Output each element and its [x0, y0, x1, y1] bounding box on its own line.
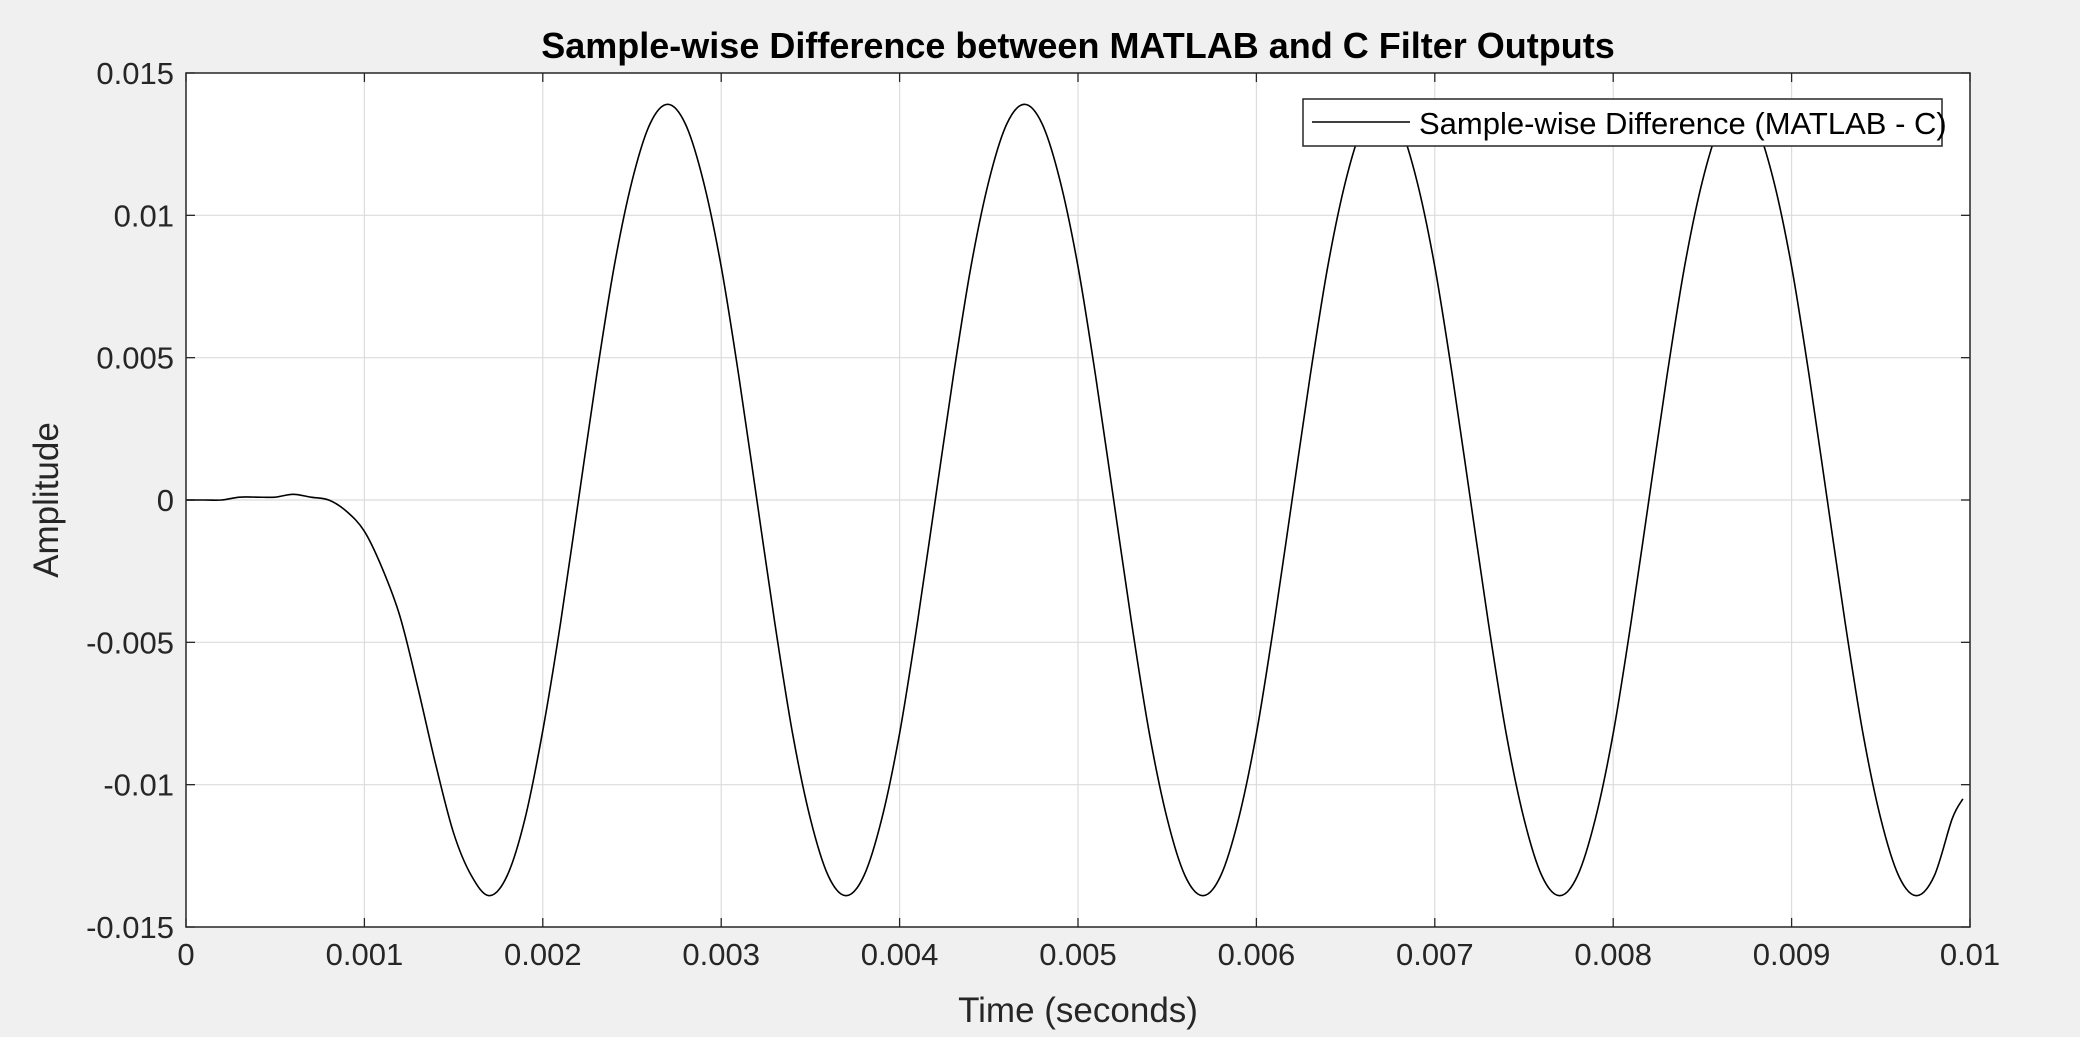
x-tick-label: 0.004 — [861, 937, 939, 972]
x-tick-label: 0.007 — [1396, 937, 1474, 972]
chart-title: Sample-wise Difference between MATLAB an… — [541, 25, 1614, 66]
x-tick-label: 0.001 — [326, 937, 404, 972]
series-line-0 — [185, 103, 1964, 897]
legend[interactable]: Sample-wise Difference (MATLAB - C) — [1302, 98, 1947, 147]
tick-label-layer: 0 0.001 0.002 0.003 0.004 0.005 0.006 0.007 0.00… — [86, 56, 2000, 972]
y-axis-label: Amplitude — [27, 422, 66, 578]
x-tick-label: 0.003 — [682, 937, 760, 972]
x-tick-label: 0.002 — [504, 937, 582, 972]
y-tick-label: 0 — [157, 483, 174, 518]
y-tick-label: -0.005 — [86, 625, 174, 660]
x-tick-label: 0.006 — [1218, 937, 1296, 972]
x-tick-label: 0.009 — [1753, 937, 1831, 972]
y-tick-label: -0.015 — [86, 910, 174, 945]
legend-entry-label: Sample-wise Difference (MATLAB - C) — [1419, 106, 1947, 141]
grid-layer — [186, 73, 1970, 927]
x-axis-label: Time (seconds) — [958, 991, 1198, 1030]
y-tick-label: 0.015 — [96, 56, 174, 91]
x-tick-label: 0.005 — [1039, 937, 1117, 972]
y-tick-label: 0.005 — [96, 341, 174, 376]
axes-box — [185, 72, 1971, 928]
x-tick-label: 0.01 — [1940, 937, 2000, 972]
tick-layer — [185, 72, 1971, 928]
y-tick-label: -0.01 — [103, 768, 174, 803]
series-layer — [185, 103, 1964, 897]
x-tick-label: 0 — [177, 937, 194, 972]
x-tick-label: 0.008 — [1574, 937, 1652, 972]
y-tick-label: 0.01 — [114, 198, 174, 233]
